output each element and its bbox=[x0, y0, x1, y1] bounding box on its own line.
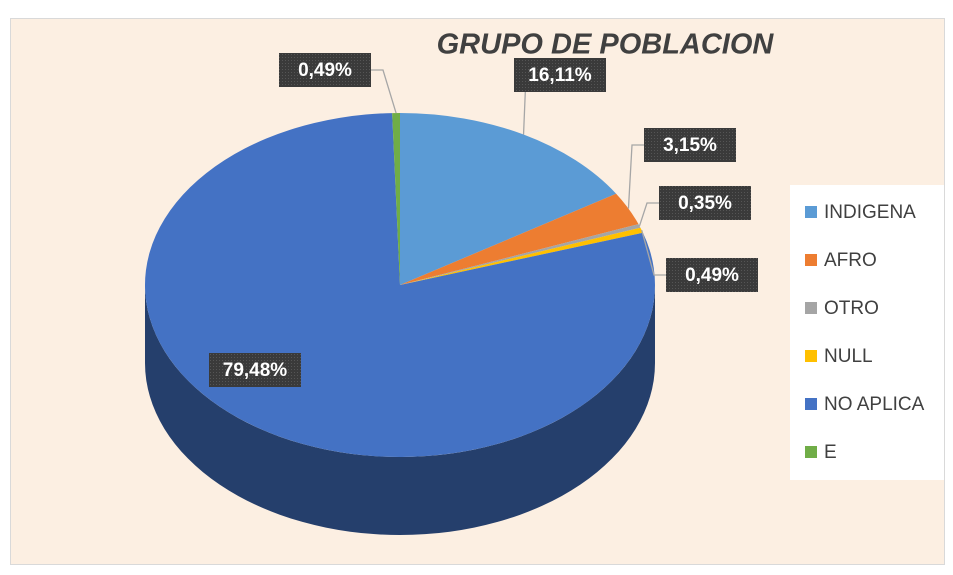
legend-label: NULL bbox=[824, 346, 873, 367]
leader-line bbox=[641, 230, 666, 276]
pie-slice bbox=[400, 193, 639, 285]
legend-box bbox=[790, 185, 944, 480]
pie-side bbox=[145, 285, 655, 535]
data-label: 79,48% bbox=[223, 360, 288, 381]
label-box bbox=[644, 128, 736, 162]
pie-slice bbox=[400, 227, 643, 285]
label-box bbox=[666, 258, 758, 292]
data-label: 0,35% bbox=[678, 193, 732, 214]
leader-line bbox=[371, 69, 397, 114]
label-box bbox=[514, 58, 606, 92]
legend-swatch bbox=[805, 398, 817, 410]
legend-label: E bbox=[824, 442, 837, 463]
legend-swatch bbox=[805, 446, 817, 458]
legend-label: OTRO bbox=[824, 298, 879, 319]
legend-swatch bbox=[805, 254, 817, 266]
pie-slice bbox=[400, 224, 641, 285]
legend-swatch bbox=[805, 350, 817, 362]
data-label: 0,49% bbox=[685, 265, 739, 286]
pie-slice bbox=[400, 113, 617, 285]
legend-label: INDIGENA bbox=[824, 202, 916, 223]
data-label: 0,49% bbox=[298, 60, 352, 81]
data-label: 16,11% bbox=[528, 65, 591, 86]
label-box bbox=[279, 53, 371, 87]
data-label: 3,15% bbox=[663, 135, 717, 156]
pie-slice bbox=[392, 113, 400, 285]
leader-line bbox=[627, 144, 644, 209]
legend-swatch bbox=[805, 206, 817, 218]
legend-label: AFRO bbox=[824, 250, 877, 271]
legend-label: NO APLICA bbox=[824, 394, 925, 415]
legend-swatch bbox=[805, 302, 817, 314]
leader-line bbox=[638, 202, 659, 227]
chart-title: GRUPO DE POBLACION bbox=[437, 29, 775, 61]
label-box bbox=[209, 353, 301, 387]
label-box bbox=[659, 186, 751, 220]
